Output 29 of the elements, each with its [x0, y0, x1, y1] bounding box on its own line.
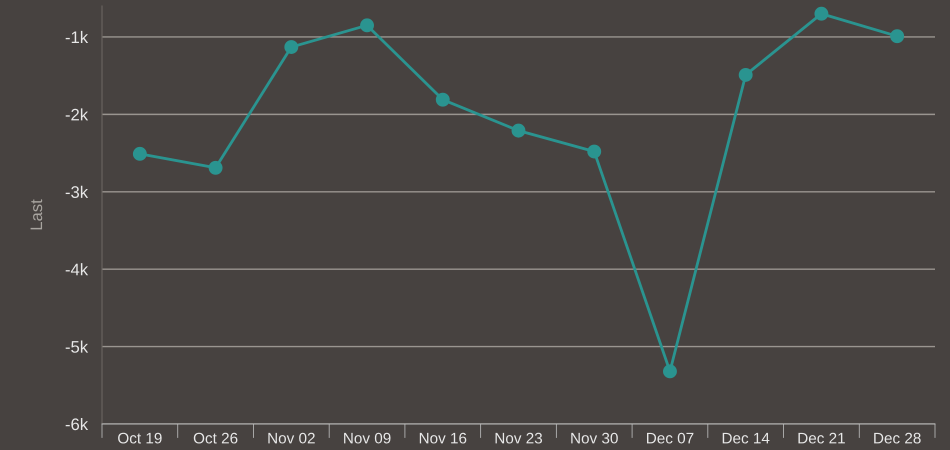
point [132, 146, 147, 161]
y-tick-label: -5k [66, 340, 88, 353]
y-tick-label: -2k [66, 108, 88, 120]
x-tick-label: Nov 16 [420, 432, 466, 444]
y-tick-label: -1k [66, 30, 88, 43]
x-tick-label: Nov 09 [344, 432, 391, 444]
x-tick-label: Nov 23 [496, 432, 542, 444]
x-tick-label: Nov 30 [571, 432, 618, 444]
point [284, 40, 298, 54]
point [890, 29, 904, 44]
x-tick-label: Dec 14 [722, 432, 770, 444]
x-tick-label: Oct 26 [194, 432, 238, 444]
x-tick-label: Nov 02 [268, 432, 315, 444]
y-tick-label: -4k [66, 263, 88, 276]
point [360, 18, 374, 32]
point [814, 6, 828, 21]
point [208, 160, 223, 175]
y-tick-label: -6k [66, 418, 88, 430]
x-tick-label: Dec 28 [874, 432, 921, 444]
x-tick-label: Oct 19 [118, 432, 162, 444]
x-tick-label: Dec 21 [798, 432, 845, 444]
point [663, 364, 677, 378]
point [587, 144, 602, 158]
x-tick-label: Dec 07 [647, 432, 694, 444]
y-tick-label: -3k [66, 186, 88, 198]
point [738, 68, 753, 82]
point [512, 124, 526, 138]
y-axis-title: Last [30, 199, 42, 230]
point [436, 92, 450, 107]
